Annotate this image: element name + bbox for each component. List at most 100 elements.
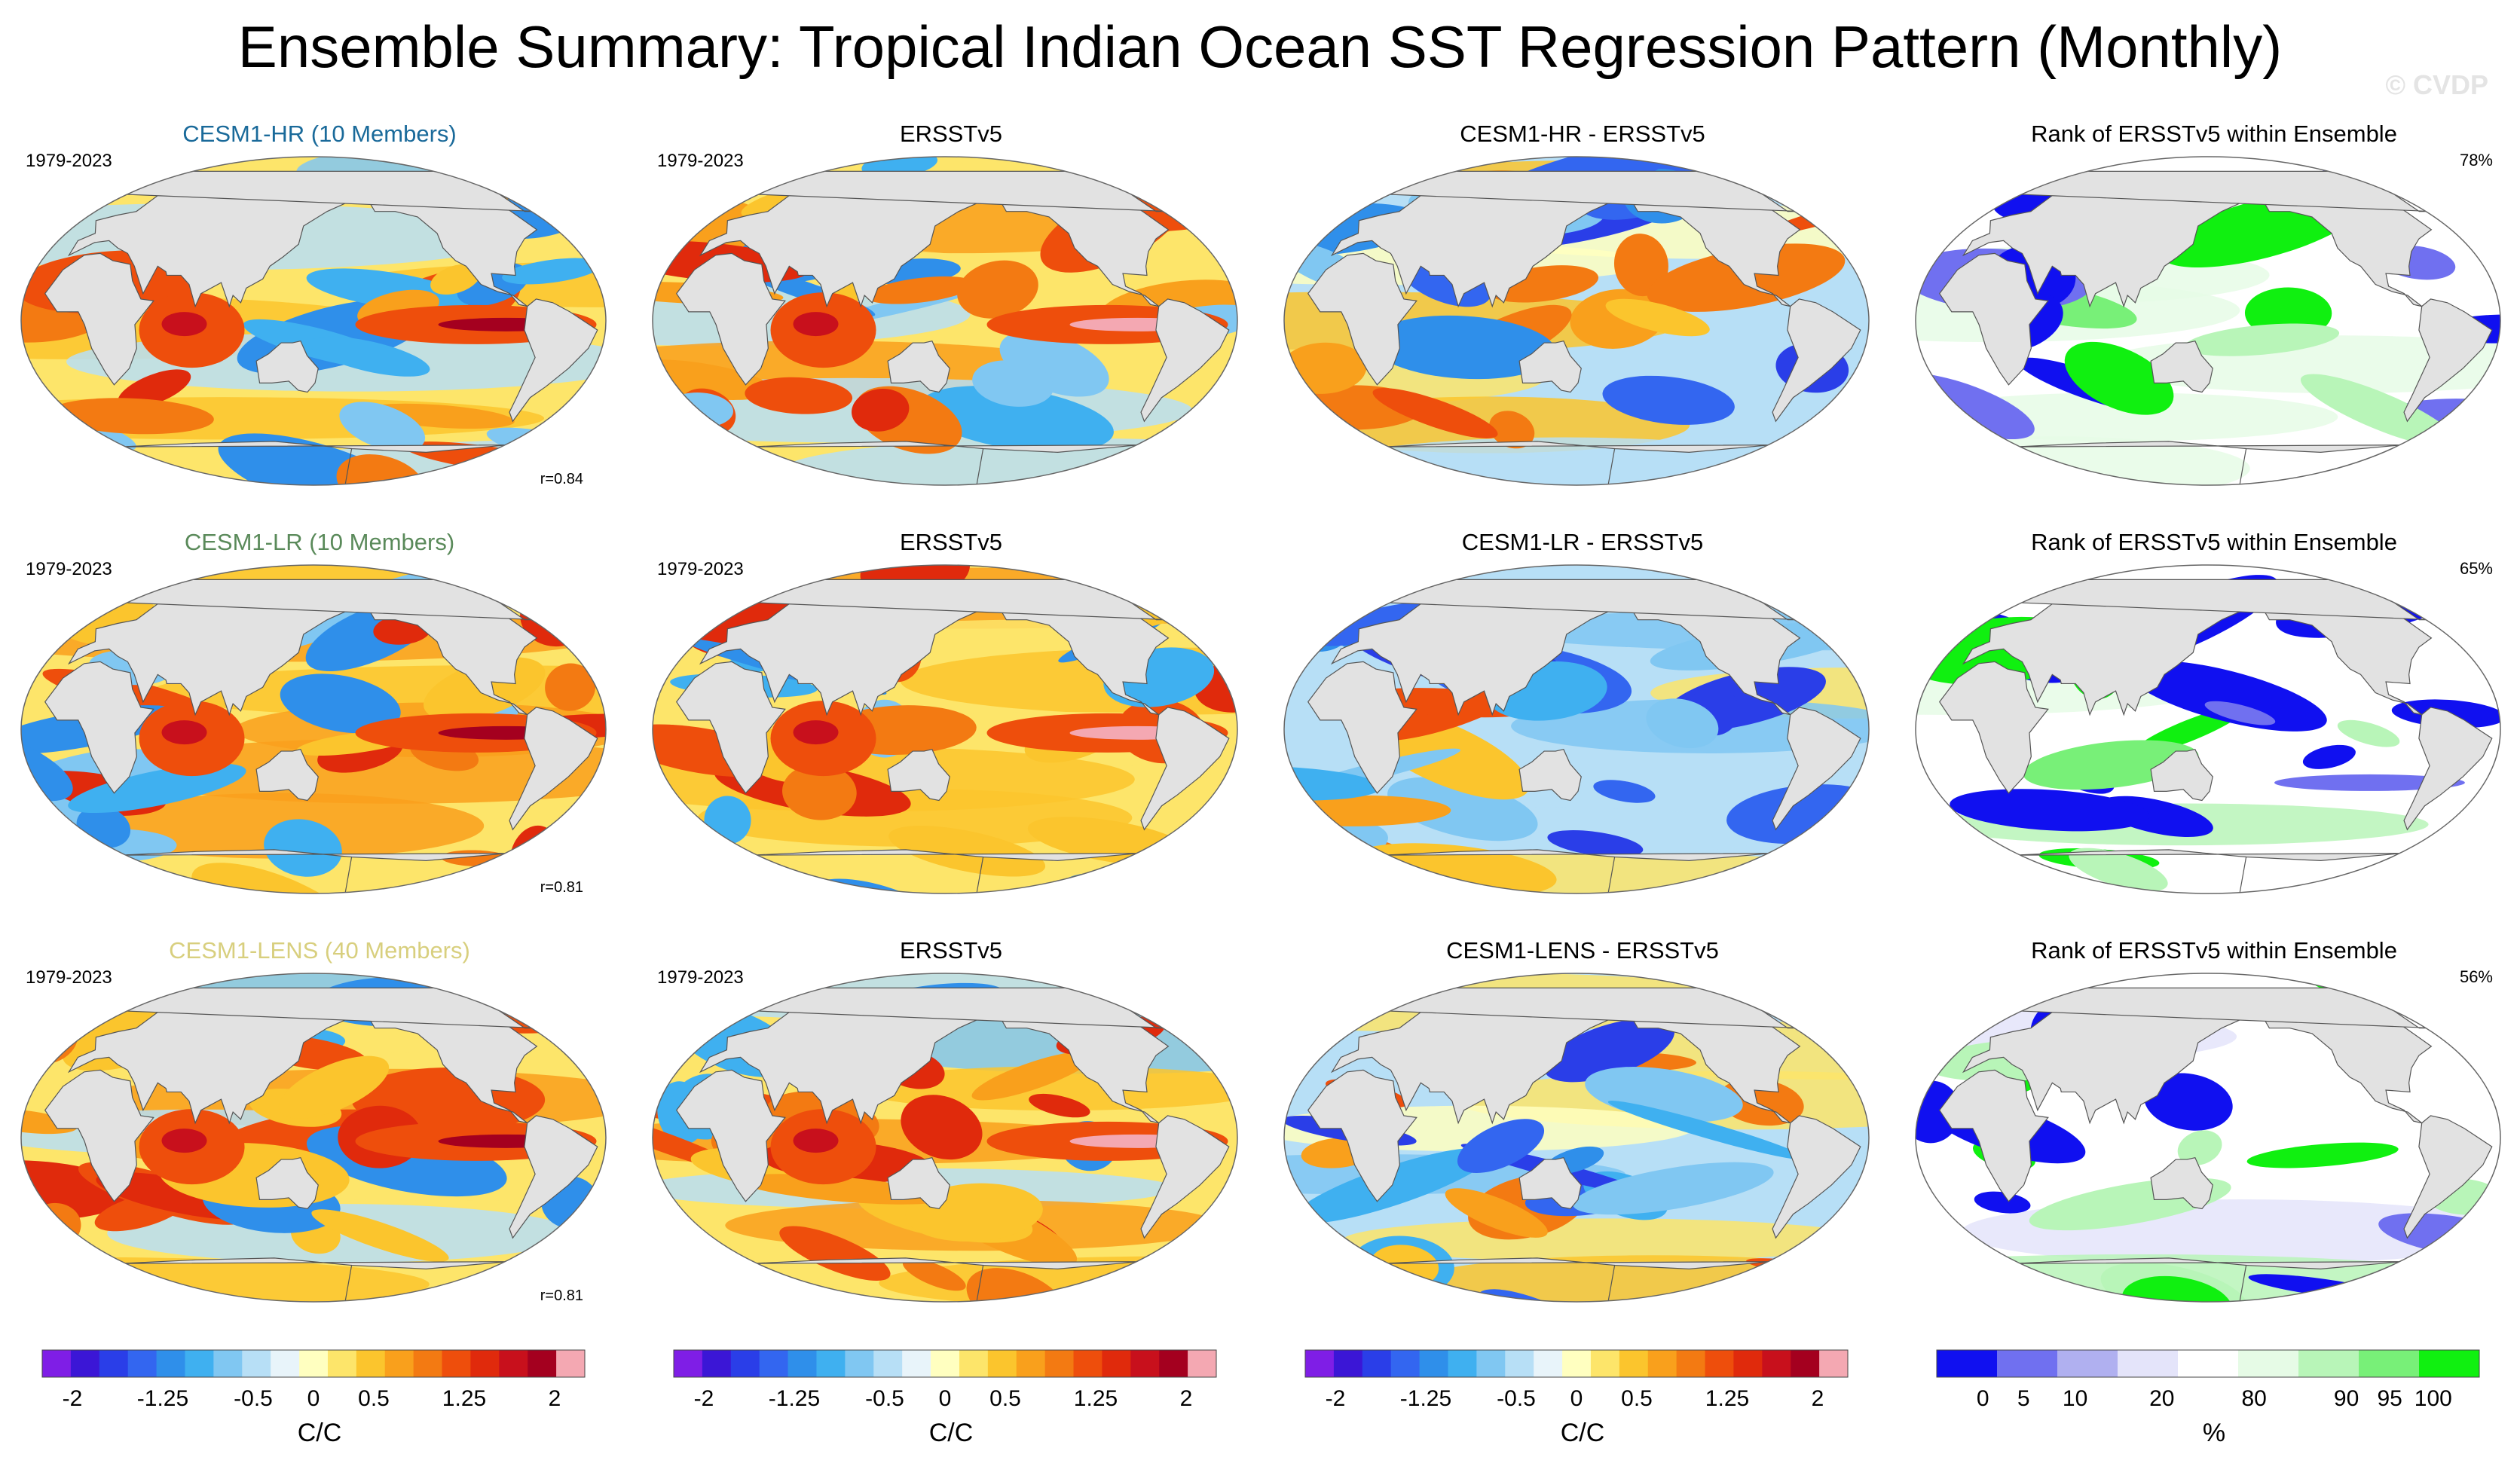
pattern-correlation-label: r=0.84 [540,471,583,487]
colorbar-tick-label: 0 [307,1386,320,1411]
land-samerica [1140,1115,1230,1239]
land-namerica [2262,597,2433,716]
sst-anomaly-blob [1950,789,2150,832]
colorbar-swatch [327,1350,357,1377]
land-samerica [2403,298,2493,423]
sst-band [1289,854,1869,893]
sst-band [2184,1162,2500,1203]
map-outline [652,156,1238,486]
map-outline [1915,156,2501,486]
land-samerica [2403,1115,2493,1239]
colorbar-tick-label: -2 [63,1386,83,1411]
colorbar-swatch [127,1350,158,1377]
sst-anomaly-blob [1613,234,1668,297]
land-namerica [1631,188,1801,307]
sst-anomaly-blob [1746,1258,1869,1284]
land-australia [255,1156,319,1210]
sst-anomaly-blob [68,763,246,814]
panel-title: CESM1-HR (10 Members) [182,121,457,147]
sst-anomaly-blob [2418,186,2500,209]
world-map [20,564,607,894]
colorbar-swatch [2298,1350,2359,1377]
sst-anomaly-blob [280,674,401,734]
colorbar-swatch [1937,1350,1998,1377]
map-outline [20,973,607,1303]
colorbar-swatch [1130,1350,1160,1377]
colorbar-tick-label: 0.5 [1621,1386,1653,1411]
sst-anomaly-blob [2274,774,2465,791]
sst-anomaly-blob [1169,565,1237,585]
sst-anomaly-blob [2184,323,2340,356]
world-map [20,156,607,486]
colorbar-swatch [1647,1350,1677,1377]
land-samerica [509,298,598,423]
colorbar-swatch [156,1350,185,1377]
colorbar-swatch [42,1350,72,1377]
sst-band [1316,437,1813,485]
sst-anomaly-blob [1029,1093,1090,1118]
sst-anomaly-blob [1602,375,1735,425]
sst-anomaly-blob [901,1095,983,1160]
colorbar-tick-label: -0.5 [865,1386,904,1411]
colorbar-swatch [1819,1350,1849,1377]
colorbar-frame [1304,1349,1849,1378]
world-map [1283,156,1870,486]
figure-title: Ensemble Summary: Tropical Indian Ocean … [237,14,2283,80]
sst-anomaly-blob [49,398,214,435]
colorbar-swatch [299,1350,329,1377]
indian-ocean-core-max [161,1129,207,1153]
colorbar-swatch [1044,1350,1075,1377]
colorbar-swatch [674,1350,703,1377]
land-namerica [1631,1005,1801,1124]
land-namerica [2262,1005,2433,1124]
panel-title: Rank of ERSSTv5 within Ensemble [2031,121,2397,147]
land-australia [887,340,950,393]
land-namerica [999,188,1170,307]
sst-anomaly-blob [902,1258,966,1291]
sst-anomaly-blob [486,427,606,469]
colorbar-tick-label: -1.25 [1400,1386,1451,1411]
colorbar-swatch [1159,1350,1188,1377]
land-antarctica [2016,1257,2402,1302]
map-outline [1915,973,2501,1303]
sst-anomaly-blob [21,421,72,480]
sst-anomaly-blob [21,732,73,802]
panel-title: Rank of ERSSTv5 within Ensemble [2031,529,2397,555]
colorbar-swatch [1305,1350,1335,1377]
pattern-correlation-label: r=0.81 [540,1287,583,1304]
sst-anomaly-blob [545,663,596,711]
sst-anomaly-blob [545,199,592,223]
map-panel: Rank of ERSSTv5 within Ensemble 56% [1905,936,2520,1342]
colorbar: -2 -1.25 -0.5 0 0.5 1.25 2 C/C [642,1349,1260,1454]
sst-anomaly-blob [1457,1119,1545,1174]
land-australia [2150,340,2213,393]
sst-anomaly-blob [653,1264,712,1291]
land-namerica [2262,188,2433,307]
land-africa [1307,1069,1418,1202]
sst-anomaly-blob [2246,1142,2399,1168]
sst-anomaly-blob [1547,830,1644,857]
sst-anomaly-blob [1754,157,1869,175]
map-panel: ERSSTv5 1979-2023 [642,119,1260,526]
colorbar-tick-label: 80 [2242,1386,2267,1411]
colorbar-swatch [384,1350,414,1377]
sst-anomaly-blob [1284,435,1332,485]
land-australia [255,748,319,802]
sst-anomaly-blob [1445,1188,1548,1238]
indian-ocean-core-max [161,720,207,745]
sst-anomaly-blob [1372,388,1498,438]
sst-anomaly-blob [866,276,975,304]
colorbar-swatch [70,1350,100,1377]
land-samerica [509,1115,598,1239]
land-africa [44,252,154,386]
colorbar-swatch [2118,1350,2179,1377]
period-label: 1979-2023 [26,559,112,579]
land-antarctica [753,441,1139,485]
map-panel: CESM1-LR - ERSSTv5 [1274,527,1892,934]
sst-anomaly-blob [2064,341,2174,415]
sst-anomaly-blob [2069,848,2168,892]
colorbar-swatch [931,1350,960,1377]
land-australia [2150,748,2213,802]
colorbar-swatch [499,1350,528,1377]
sst-anomaly-blob [1974,1191,2031,1214]
